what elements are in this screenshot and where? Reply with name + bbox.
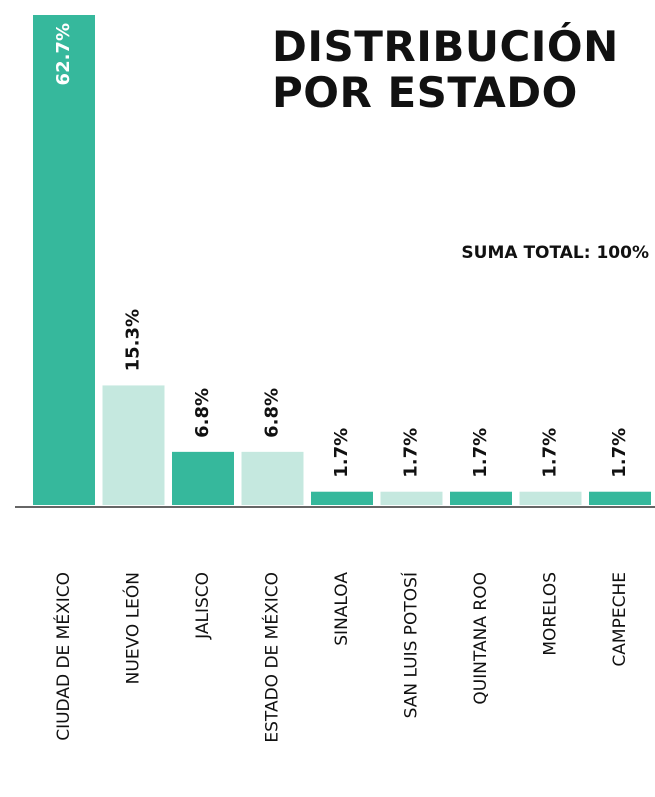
- value-label: 1.7%: [331, 428, 352, 478]
- bar: [102, 385, 165, 505]
- category-label: SAN LUIS POTOSÍ: [400, 572, 422, 718]
- category-label: JALISCO: [193, 572, 213, 640]
- bar: [311, 491, 373, 505]
- bar: [33, 15, 95, 505]
- bar: [241, 451, 304, 505]
- category-label: SINALOA: [332, 572, 352, 646]
- category-label: CIUDAD DE MÉXICO: [52, 572, 74, 741]
- annotation: SUMA TOTAL: 100%: [461, 243, 649, 263]
- category-label: CAMPECHE: [610, 572, 630, 667]
- bar: [589, 491, 651, 505]
- bar: [519, 491, 582, 505]
- value-label: 6.8%: [192, 388, 213, 438]
- value-label: 15.3%: [123, 309, 144, 371]
- bar: [172, 451, 234, 505]
- category-label: ESTADO DE MÉXICO: [261, 572, 283, 743]
- category-label: QUINTANA ROO: [471, 572, 491, 705]
- value-label: 1.7%: [540, 428, 561, 478]
- category-label: MORELOS: [541, 572, 561, 656]
- bar: [380, 491, 443, 505]
- value-label: 1.7%: [401, 428, 422, 478]
- category-label: NUEVO LEÓN: [122, 572, 144, 684]
- chart-title: DISTRIBUCIÓN POR ESTADO: [272, 22, 619, 117]
- value-label: 6.8%: [262, 388, 283, 438]
- bar: [450, 491, 512, 505]
- value-label: 62.7%: [53, 23, 74, 85]
- value-label: 1.7%: [470, 428, 491, 478]
- value-label: 1.7%: [609, 428, 630, 478]
